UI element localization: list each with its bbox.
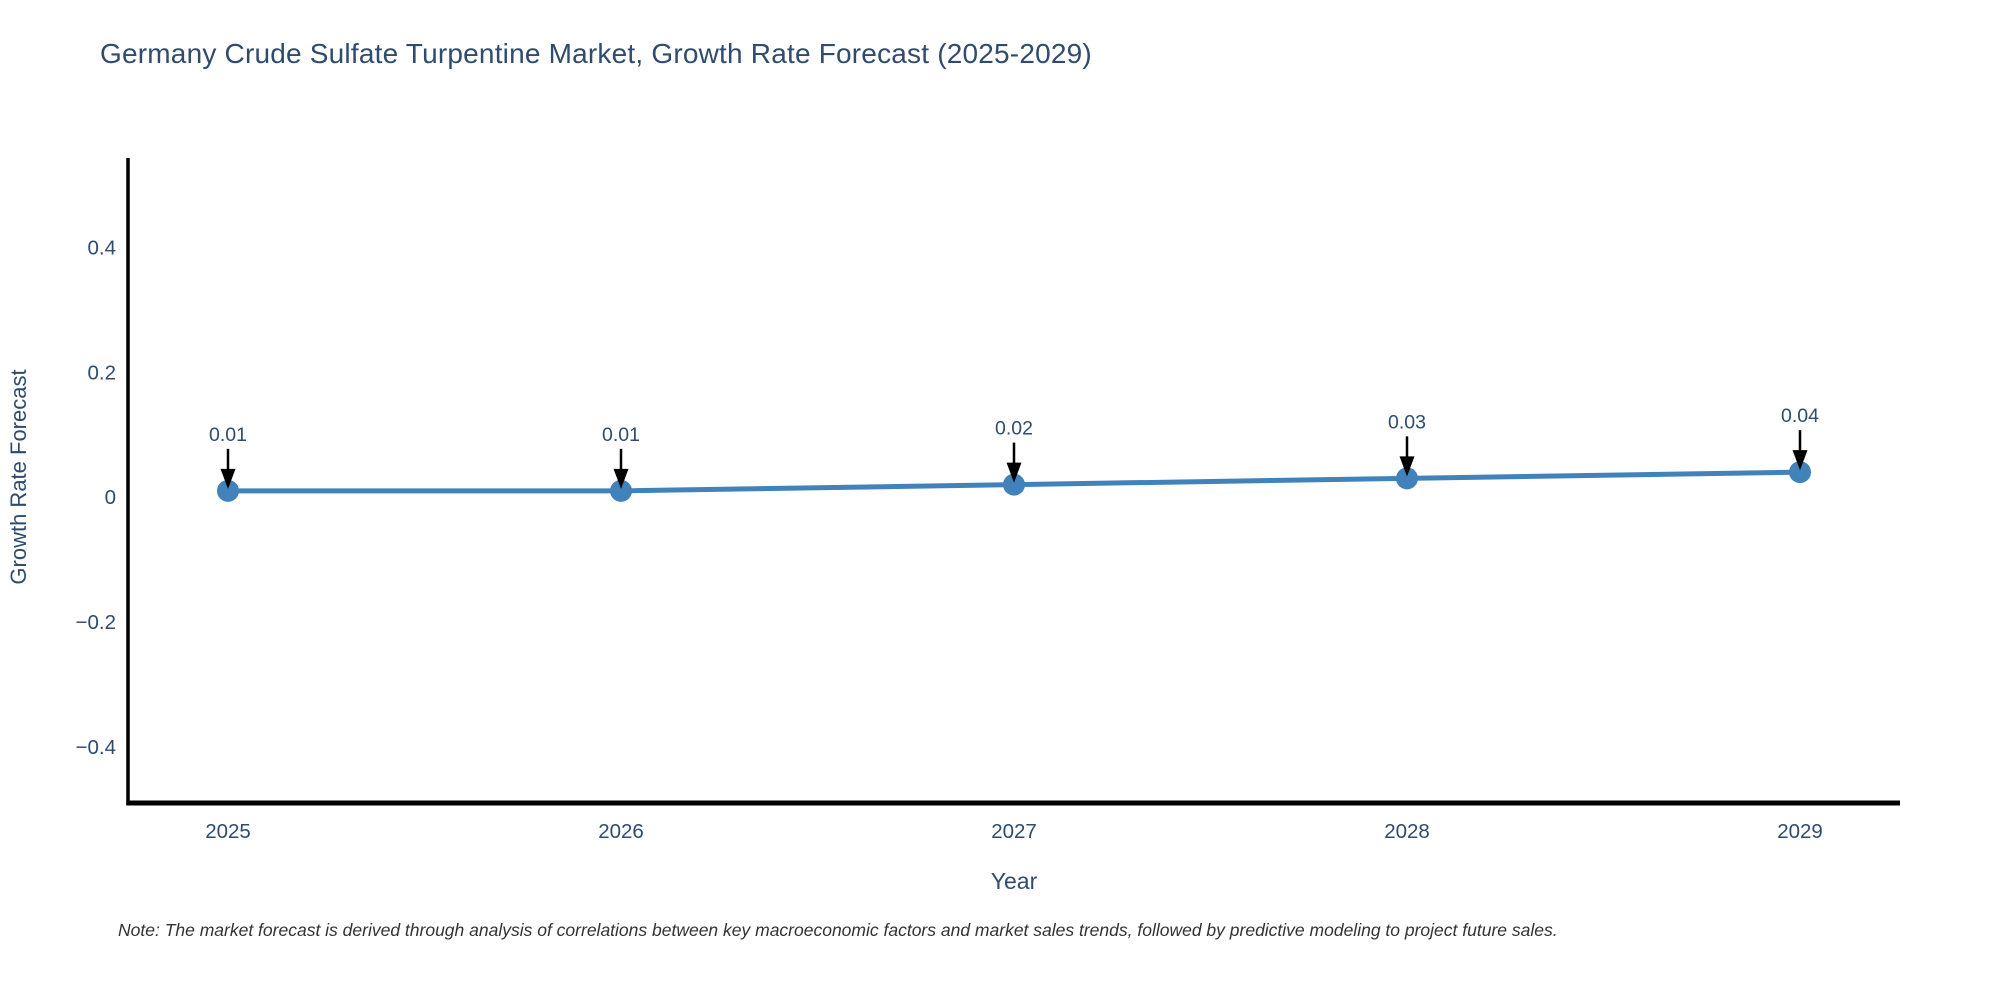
- y-axis-title: Growth Rate Forecast: [6, 369, 31, 584]
- x-tick-label: 2029: [1777, 820, 1823, 843]
- annotation-arrow-head: [1792, 450, 1808, 471]
- x-tick-label: 2025: [205, 820, 251, 843]
- y-tick-label: 0.4: [88, 236, 117, 259]
- footnote: Note: The market forecast is derived thr…: [118, 920, 1558, 940]
- annotation-label: 0.02: [995, 418, 1033, 440]
- y-tick-label: −0.4: [76, 736, 116, 759]
- data-point-marker: [217, 479, 239, 502]
- y-tick-label: 0.2: [88, 361, 117, 384]
- data-point-marker: [610, 479, 632, 502]
- annotation-arrow-head: [220, 468, 236, 489]
- y-tick-label: 0: [105, 486, 116, 509]
- data-point-marker: [1789, 461, 1811, 484]
- annotation-label: 0.01: [602, 424, 640, 446]
- data-point-marker: [1396, 467, 1418, 490]
- annotation-label: 0.01: [209, 424, 247, 446]
- x-tick-label: 2026: [598, 820, 644, 843]
- annotation-label: 0.04: [1781, 405, 1819, 427]
- x-tick-label: 2028: [1384, 820, 1430, 843]
- annotation-arrow-head: [1006, 462, 1022, 483]
- chart-title: Germany Crude Sulfate Turpentine Market,…: [100, 38, 1092, 69]
- annotation-label: 0.03: [1388, 411, 1426, 433]
- y-tick-label: −0.2: [76, 611, 116, 634]
- data-point-marker: [1003, 473, 1025, 496]
- annotation-arrow-head: [613, 468, 629, 489]
- annotation-arrow-head: [1399, 456, 1415, 477]
- x-tick-label: 2027: [991, 820, 1037, 843]
- x-axis-title: Year: [991, 868, 1038, 894]
